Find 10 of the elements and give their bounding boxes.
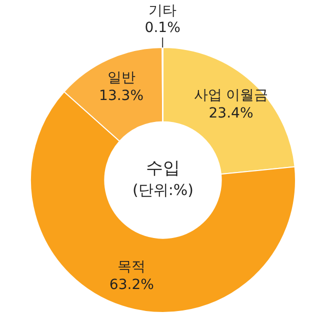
data-label: 63.2% <box>109 277 154 294</box>
slice-label: 목적 <box>118 259 146 276</box>
data-label: 0.1% <box>144 20 180 36</box>
data-label: 13.3% <box>99 88 144 104</box>
slice-label: 기타 <box>148 3 177 20</box>
slice-label: 일반 <box>107 70 136 86</box>
text: 수입 <box>146 158 180 178</box>
data-label: 23.4% <box>208 105 254 122</box>
text: (단위:%) <box>132 180 194 199</box>
slice-label: 사업 이월금 <box>194 87 268 104</box>
